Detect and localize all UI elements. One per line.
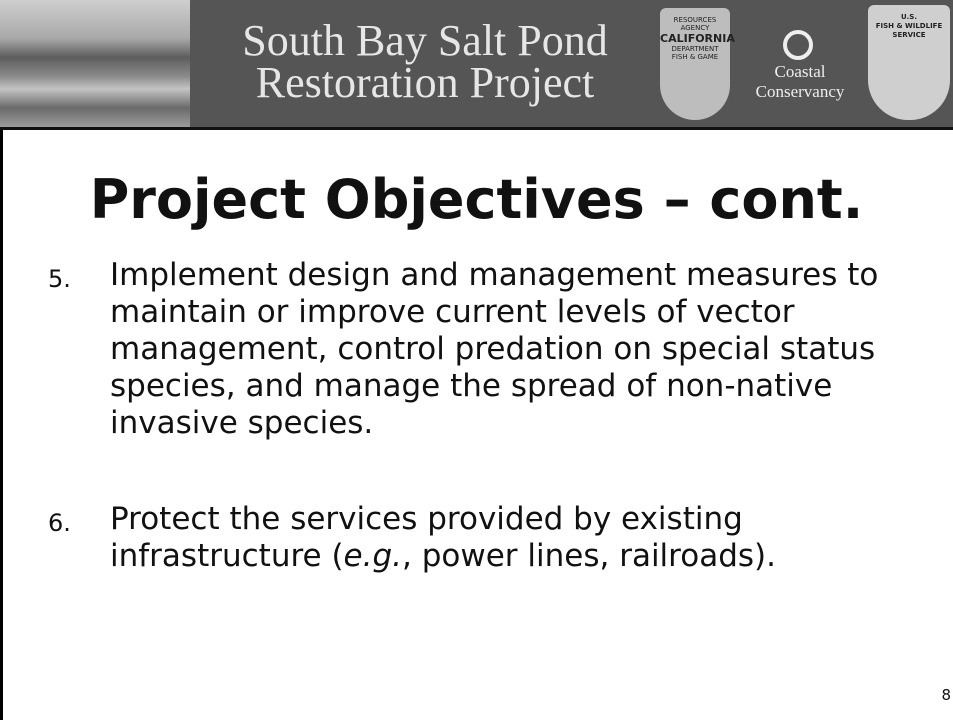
header-title: South Bay Salt Pond Restoration Project xyxy=(200,20,650,104)
item-number: 6. xyxy=(48,505,71,542)
item-number: 5. xyxy=(48,261,71,298)
italic-text: e.g. xyxy=(344,538,402,574)
california-logo: RESOURCES AGENCY CALIFORNIA DEPARTMENT F… xyxy=(660,8,730,120)
item-text: Protect the services provided by existin… xyxy=(110,501,908,575)
photo xyxy=(0,0,190,127)
item-text: Implement design and management measures… xyxy=(110,257,908,442)
logo-text: SERVICE xyxy=(868,31,950,40)
list-item: 6. Protect the services provided by exis… xyxy=(48,501,908,575)
logo-text: Conservancy xyxy=(745,82,855,102)
logo-text: FISH & GAME xyxy=(660,53,730,61)
header-title-line: South Bay Salt Pond xyxy=(200,20,650,62)
logo-text: CALIFORNIA xyxy=(660,32,730,45)
list-item: 5. Implement design and management measu… xyxy=(48,257,908,442)
logo-text: RESOURCES AGENCY xyxy=(660,16,730,32)
page-number: 8 xyxy=(941,686,951,704)
logo-text: Coastal xyxy=(745,62,855,82)
slide: South Bay Salt Pond Restoration Project … xyxy=(0,0,953,720)
logo-text: FISH & WILDLIFE xyxy=(868,22,950,31)
text: , power lines, railroads). xyxy=(402,538,776,574)
logo-text: DEPARTMENT xyxy=(660,45,730,53)
header: South Bay Salt Pond Restoration Project … xyxy=(0,0,953,130)
coastal-logo: Coastal Conservancy xyxy=(745,30,855,118)
usfws-logo: U.S. FISH & WILDLIFE SERVICE xyxy=(868,5,950,120)
logo-text: U.S. xyxy=(868,13,950,22)
header-title-line: Restoration Project xyxy=(200,62,650,104)
slide-title: Project Objectives – cont. xyxy=(0,168,953,231)
text: Implement design and management measures… xyxy=(110,257,878,441)
